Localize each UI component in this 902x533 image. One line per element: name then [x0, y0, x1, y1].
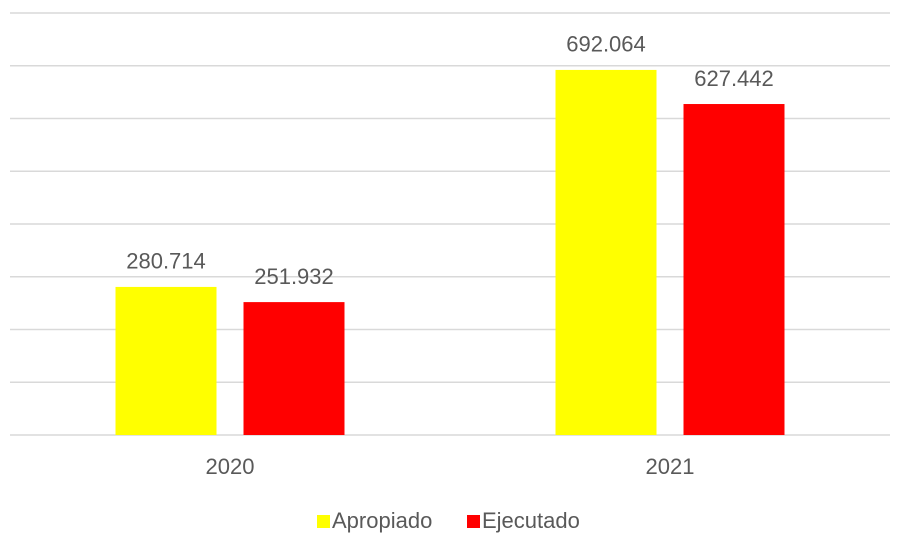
data-label: 280.714 [126, 249, 206, 274]
legend-swatch [467, 515, 480, 528]
legend-swatch [317, 515, 330, 528]
legend-label: Apropiado [332, 508, 432, 533]
bar [115, 286, 217, 435]
data-label: 692.064 [566, 32, 646, 57]
legend-label: Ejecutado [482, 508, 580, 533]
bar [683, 104, 785, 435]
bar [243, 302, 345, 435]
bar [555, 69, 657, 435]
data-label: 627.442 [694, 66, 774, 91]
x-tick-label: 2020 [206, 454, 255, 479]
x-tick-label: 2021 [646, 454, 695, 479]
data-label: 251.932 [254, 264, 334, 289]
